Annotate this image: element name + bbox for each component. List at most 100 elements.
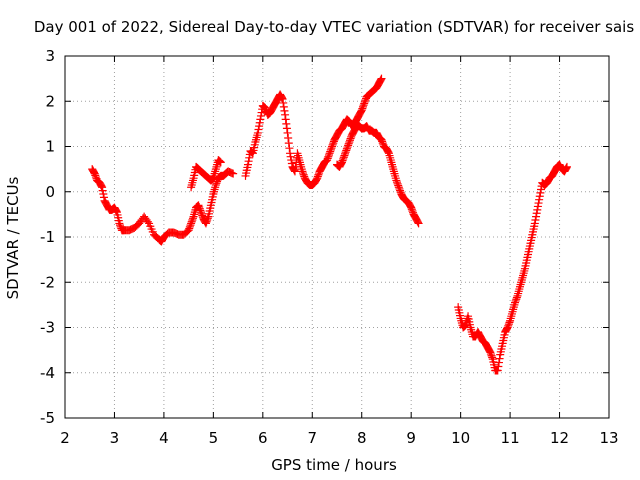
data-point (324, 152, 333, 161)
data-point (290, 166, 299, 175)
data-point (253, 128, 262, 137)
data-point (187, 219, 196, 228)
y-tick-label: -2 (40, 273, 55, 291)
data-point (407, 205, 416, 214)
x-tick-label: 8 (357, 429, 367, 447)
data-point (535, 192, 544, 201)
data-point (394, 183, 403, 192)
data-point (487, 351, 496, 360)
data-point (345, 137, 354, 146)
data-point (532, 209, 541, 218)
data-point (408, 206, 417, 215)
data-point (486, 350, 495, 359)
data-point (488, 353, 497, 362)
data-point (185, 224, 194, 233)
data-points (88, 74, 571, 375)
data-point (341, 148, 350, 157)
x-tick-label: 2 (60, 429, 70, 447)
data-point (261, 104, 270, 113)
data-point (229, 169, 238, 178)
data-point (98, 186, 107, 195)
data-point (337, 158, 346, 167)
y-tick-label: -1 (40, 228, 55, 246)
data-point (413, 218, 422, 227)
data-point (532, 212, 541, 221)
x-tick-label: 7 (307, 429, 317, 447)
data-point (186, 221, 195, 230)
data-point (376, 75, 385, 84)
data-point (313, 172, 322, 181)
data-point (212, 179, 221, 188)
data-point (281, 115, 290, 124)
data-point (407, 203, 416, 212)
data-point (314, 170, 323, 179)
data-point (533, 205, 542, 214)
data-point (503, 323, 512, 332)
data-point (188, 216, 197, 225)
data-point (359, 101, 368, 110)
data-point (494, 362, 503, 371)
data-point (323, 156, 332, 165)
data-point (378, 137, 387, 146)
y-tick-label: -3 (40, 319, 55, 337)
data-point (299, 170, 308, 179)
data-point (284, 139, 293, 148)
data-point (343, 143, 352, 152)
data-point (284, 134, 293, 143)
data-point (202, 217, 211, 226)
x-tick-label: 12 (550, 429, 569, 447)
data-point (504, 320, 513, 329)
y-tick-label: 3 (45, 47, 55, 65)
data-point (341, 149, 350, 158)
data-point (358, 102, 367, 111)
data-point (213, 177, 222, 186)
data-point (340, 151, 349, 160)
data-point (358, 104, 367, 113)
x-tick-label: 10 (451, 429, 470, 447)
data-point (505, 318, 514, 327)
data-point (562, 162, 571, 171)
data-point (537, 185, 545, 194)
data-point (393, 179, 402, 188)
data-point (346, 134, 355, 143)
data-point (329, 139, 338, 148)
data-point (299, 169, 307, 178)
data-point (395, 184, 404, 193)
data-point (360, 99, 369, 108)
data-point (533, 202, 542, 211)
data-point (254, 125, 263, 134)
data-point (342, 144, 351, 153)
data-point (327, 144, 336, 153)
data-point (504, 321, 513, 330)
data-point (536, 188, 545, 197)
data-point (211, 180, 220, 189)
data-point (344, 141, 353, 150)
data-point (279, 98, 288, 107)
y-tick-label: -5 (40, 409, 55, 427)
data-point (360, 97, 369, 106)
data-point (90, 169, 99, 178)
y-tick-label: -4 (40, 364, 55, 382)
data-point (278, 94, 287, 103)
x-tick-label: 11 (501, 429, 520, 447)
x-tick-label: 3 (110, 429, 120, 447)
data-point (256, 115, 265, 124)
series-segment-1 (88, 165, 238, 246)
data-point (283, 128, 292, 137)
data-point (197, 209, 206, 218)
data-point (188, 214, 197, 223)
x-axis-label: GPS time / hours (271, 456, 397, 474)
data-point (511, 298, 520, 307)
data-point (313, 174, 322, 183)
data-point (562, 163, 571, 172)
data-point (535, 195, 544, 204)
data-point (512, 295, 521, 304)
data-point (91, 173, 100, 182)
data-point (377, 74, 386, 83)
data-point (328, 140, 337, 149)
data-point (244, 157, 253, 166)
data-point (384, 148, 393, 157)
series-segment-2 (187, 156, 225, 192)
data-point (378, 139, 387, 148)
